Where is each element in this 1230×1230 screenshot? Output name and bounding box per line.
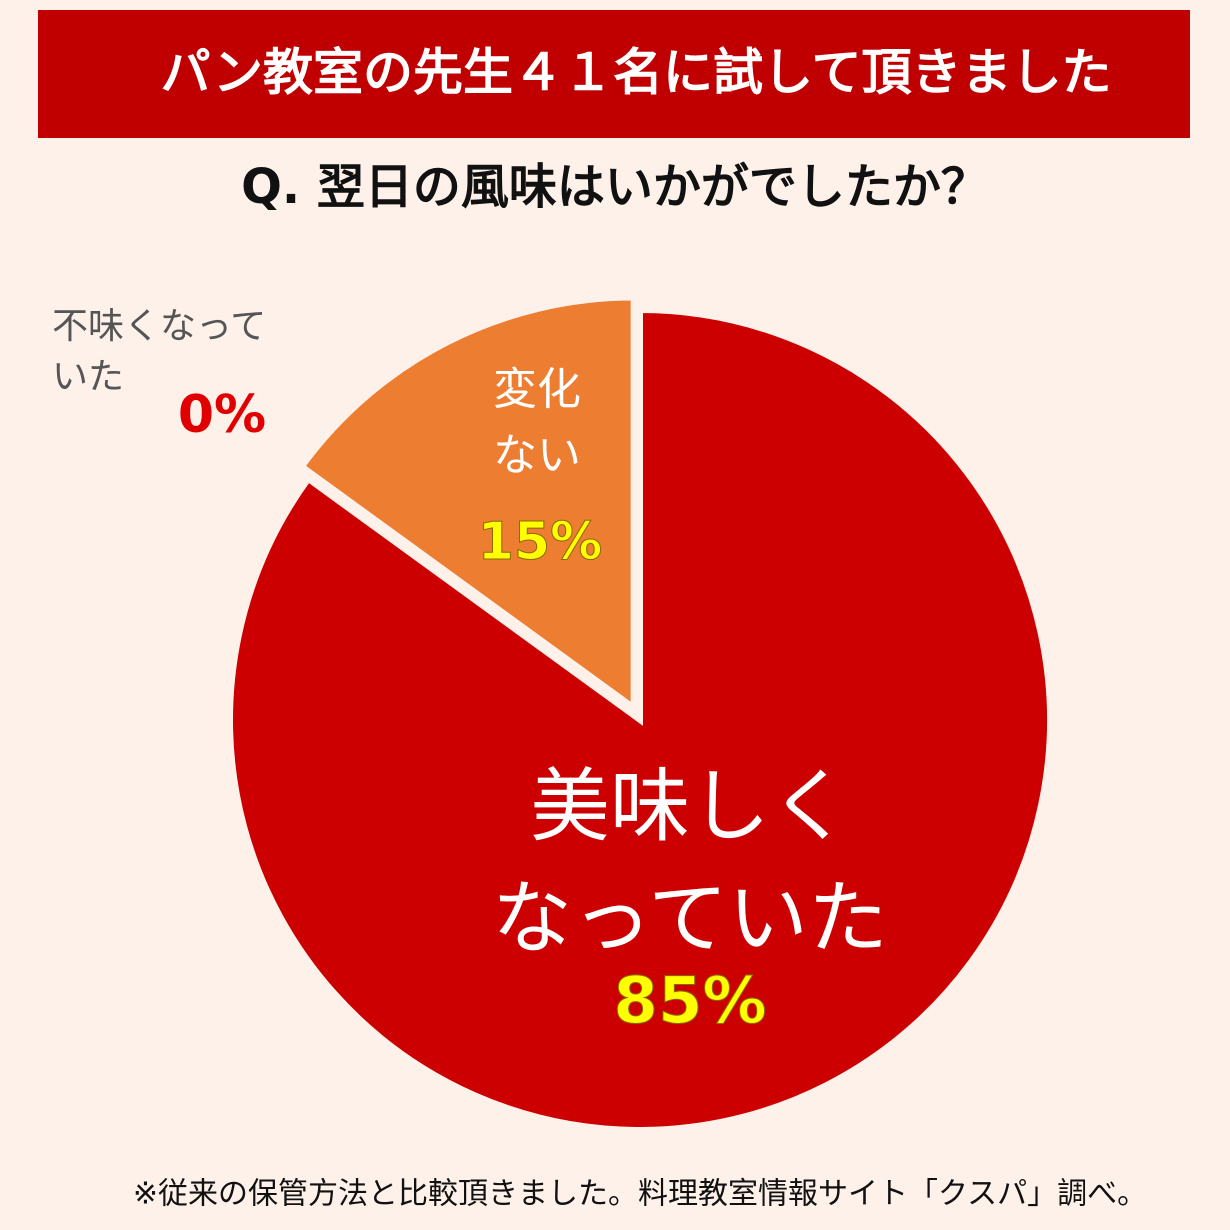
slice-label: 変化ない (493, 364, 581, 481)
slice-label: 美味しくなっていた (492, 760, 888, 965)
chart-title: パン教室の先生４１名に試して頂きました (161, 44, 1112, 102)
value-label: 15% (478, 512, 602, 572)
title-banner (38, 10, 1190, 138)
footnote: ※従来の保管方法と比較頂きました。料理教室情報サイト「クスパ」調べ。 (133, 1177, 1147, 1212)
slice-label: 不味くなっていた (52, 306, 266, 397)
value-label: 85% (613, 965, 766, 1039)
pie-slice (297, 294, 637, 714)
value-label: 0% (178, 385, 266, 445)
chart-subtitle: Q. 翌日の風味はいかがでしたか？ (241, 159, 989, 215)
